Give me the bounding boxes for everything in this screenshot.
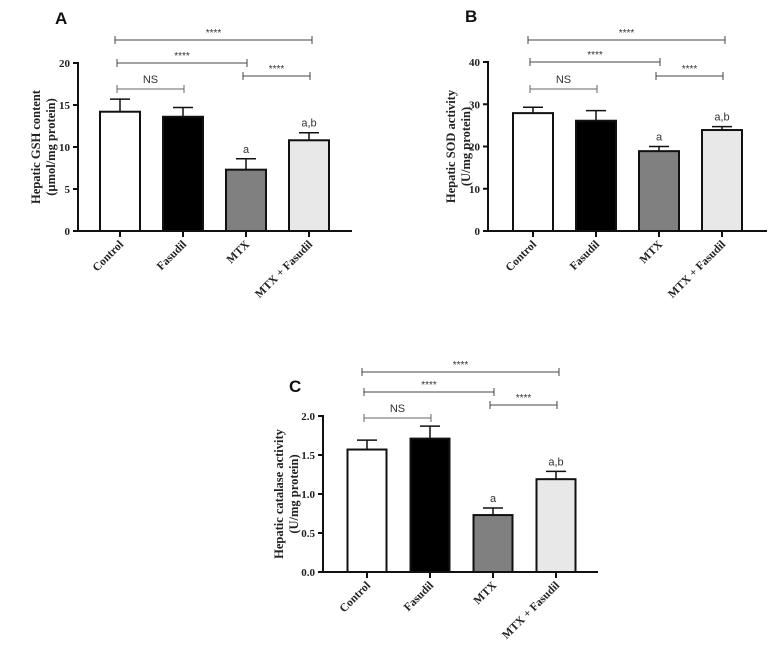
significance-label: **** — [174, 51, 190, 62]
bar-fasudil — [162, 115, 204, 232]
bar-control — [346, 448, 388, 574]
bar-mtx-fasudil — [288, 139, 330, 232]
significance-label: **** — [453, 360, 469, 371]
x-tick-label: MTX + Fasudil — [666, 239, 728, 301]
x-tick-label: MTX — [225, 238, 253, 266]
y-tick-label: 10 — [59, 142, 71, 154]
y-tick-label: 20 — [469, 142, 481, 154]
y-tick-label: 5 — [65, 184, 71, 196]
bar-fasudil — [575, 119, 617, 232]
bar-mtx — [638, 150, 680, 233]
significance-label: NS — [143, 74, 158, 86]
chart-panel-a: A Hepatic GSH content(µmol/mg protein) Con… — [29, 9, 352, 301]
panel-label: B — [465, 7, 477, 26]
significance-label: **** — [682, 64, 698, 75]
chart-panel-c: C Hepatic catalase activity(U/mg protein)… — [272, 360, 598, 642]
x-tick-label: MTX — [472, 579, 500, 607]
y-tick-label: 1.5 — [301, 450, 315, 462]
y-axis-label: Hepatic catalase activity(U/mg protein) — [272, 428, 301, 559]
x-tick-label: Fasudil — [402, 580, 436, 614]
x-tick-label: Fasudil — [568, 239, 602, 273]
bar-annotation: a,b — [714, 112, 729, 124]
x-tick-label: MTX + Fasudil — [500, 580, 562, 642]
significance-label: **** — [206, 28, 222, 39]
significance-label: NS — [390, 403, 405, 415]
bar-mtx — [472, 514, 514, 573]
bar-annotation: a — [243, 144, 250, 156]
y-tick-label: 15 — [59, 100, 71, 112]
x-tick-label: Control — [338, 580, 373, 615]
bar-annotation: a,b — [301, 118, 316, 130]
y-axis-label-line: (U/mg protein) — [459, 107, 473, 186]
significance-label: **** — [421, 380, 437, 391]
panel-label: A — [55, 9, 67, 28]
y-tick-label: 10 — [469, 184, 481, 196]
y-tick-label: 40 — [469, 57, 481, 69]
y-tick-label: 0 — [475, 226, 481, 238]
bar-annotation: a — [656, 132, 663, 144]
bar-annotation: a,b — [548, 456, 563, 468]
y-axis-label-line: Hepatic GSH content — [29, 89, 43, 204]
y-axis-label: Hepatic GSH content(µmol/mg protein) — [29, 89, 58, 204]
y-axis-label-line: Hepatic SOD activity — [444, 89, 458, 203]
y-axis-label: Hepatic SOD activity(U/mg protein) — [444, 89, 473, 203]
x-tick-label: MTX + Fasudil — [253, 239, 315, 301]
x-tick-label: MTX — [638, 238, 666, 266]
panel-label: C — [289, 377, 301, 396]
x-tick-label: Control — [504, 239, 539, 274]
significance-label: **** — [619, 28, 635, 39]
y-tick-label: 0.5 — [301, 528, 315, 540]
y-axis-label-line: (µmol/mg protein) — [44, 98, 58, 196]
x-tick-label: Fasudil — [155, 239, 189, 273]
y-tick-label: 0.0 — [301, 567, 315, 579]
bar-annotation: a — [490, 493, 497, 505]
y-tick-label: 30 — [469, 99, 481, 111]
y-axis-label-line: (U/mg protein) — [287, 454, 301, 533]
chart-panel-b: B Hepatic SOD activity(U/mg protein) Contr… — [444, 7, 767, 301]
bar-mtx — [225, 168, 267, 232]
bar-control — [512, 112, 554, 232]
y-tick-label: 0 — [65, 226, 71, 238]
x-tick-label: Control — [91, 239, 126, 274]
significance-label: **** — [516, 393, 532, 404]
bar-control — [99, 110, 141, 232]
significance-label: NS — [556, 74, 571, 86]
bar-fasudil — [409, 437, 451, 573]
y-tick-label: 1.0 — [301, 489, 315, 501]
bar-mtx-fasudil — [535, 478, 577, 573]
y-tick-label: 20 — [59, 58, 71, 70]
y-axis-label-line: Hepatic catalase activity — [272, 428, 286, 559]
significance-label: **** — [269, 64, 285, 75]
significance-label: **** — [587, 50, 603, 61]
y-tick-label: 2.0 — [301, 411, 315, 423]
bar-mtx-fasudil — [701, 129, 743, 233]
